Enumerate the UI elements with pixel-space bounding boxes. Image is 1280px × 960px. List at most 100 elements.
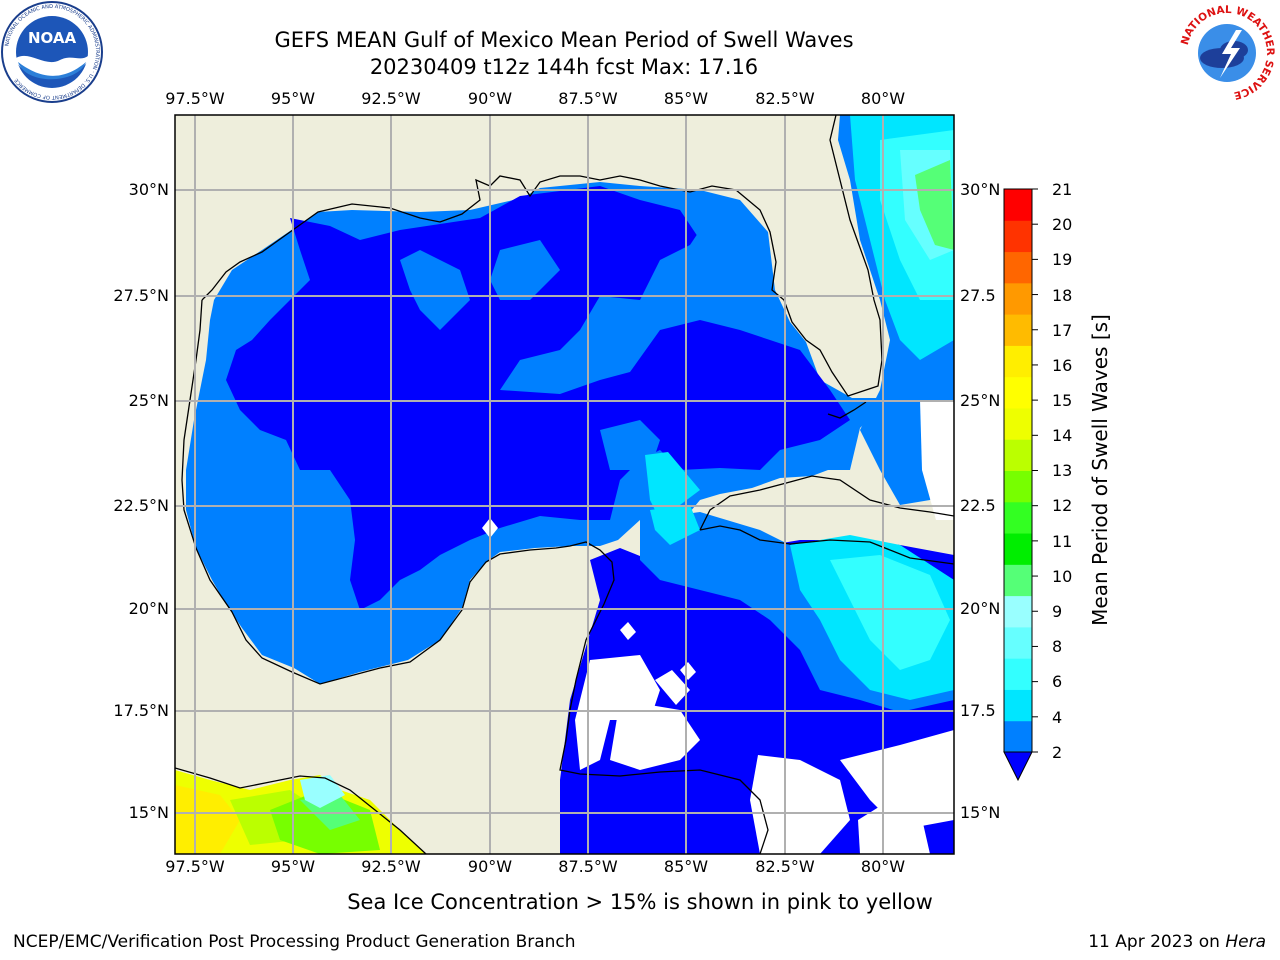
colorbar-segment	[1004, 251, 1032, 284]
nws-logo: NATIONAL WEATHER SERVICE	[1178, 4, 1276, 102]
colorbar-segment	[1004, 470, 1032, 503]
lon-label-top: 97.5°W	[165, 89, 225, 108]
caribbean-swell-field-8-9	[830, 555, 950, 670]
map-frame	[174, 114, 955, 855]
colorbar-segment	[1004, 376, 1032, 409]
gulf-swell-patch	[490, 240, 560, 300]
us-gulf-coast	[201, 115, 883, 397]
gulf-swell-patch	[600, 420, 660, 470]
colorbar-segment	[1004, 189, 1032, 221]
colorbar-tick-label: 6	[1052, 672, 1063, 691]
gulf-swell-field-2-4	[226, 186, 850, 610]
lat-label-right: 17.5	[960, 701, 996, 720]
colorbar-tick-label: 13	[1052, 461, 1073, 480]
gulf-swell-patch	[400, 250, 470, 330]
lat-label-right: 27.5	[960, 286, 996, 305]
colorbar-segment	[1004, 689, 1032, 722]
colorbar-tick-label: 21	[1052, 180, 1073, 199]
lon-label-top: 80°W	[860, 89, 906, 108]
colorbar-tick-label: 16	[1052, 356, 1073, 375]
colorbar-tick-label: 12	[1052, 496, 1073, 515]
lon-label-top: 95°W	[270, 89, 316, 108]
lat-label-left: 27.5°N	[113, 286, 169, 305]
lon-label-bottom: 92.5°W	[361, 857, 421, 876]
lat-label-left: 15°N	[128, 803, 169, 822]
lon-label-bottom: 97.5°W	[165, 857, 225, 876]
footer-credit: NCEP/EMC/Verification Post Processing Pr…	[13, 932, 576, 952]
colorbar-segment	[1004, 533, 1032, 565]
colorbar-segment	[1004, 595, 1032, 628]
mexico-gulf-coast	[181, 299, 769, 854]
chart-title: GEFS MEAN Gulf of Mexico Mean Period of …	[274, 28, 854, 52]
lat-label-left: 25°N	[128, 391, 169, 410]
map-plot-area	[175, 115, 954, 854]
colorbar-tick-label: 8	[1052, 637, 1063, 656]
pacific-swell-patch-yellow	[175, 785, 240, 854]
colorbar-tick-label: 18	[1052, 286, 1073, 305]
colorbar-tick-label: 10	[1052, 567, 1073, 586]
cuba-south-coast	[699, 525, 954, 565]
colorbar-segment	[1004, 282, 1032, 315]
colorbar-tick-label: 11	[1052, 532, 1073, 551]
footer-host: Hera	[1225, 932, 1266, 952]
colorbar-segment	[1004, 626, 1032, 659]
colorbar-frame	[1003, 188, 1033, 753]
lon-label-top: 85°W	[663, 89, 709, 108]
lon-label-bottom: 90°W	[467, 857, 513, 876]
lat-label-right: 30°N	[960, 180, 1001, 199]
graticule	[175, 115, 954, 854]
noaa-logo: NOAA NATIONAL OCEANIC AND ATMOSPHERIC AD…	[1, 1, 103, 103]
colorbar-tick-label: 2	[1052, 743, 1063, 762]
gulf-swell-patch	[680, 230, 750, 320]
colorbar-segment	[1004, 658, 1032, 690]
lon-label-bottom: 85°W	[663, 857, 709, 876]
cuba-south-patch	[650, 505, 700, 545]
atlantic-swell-field-10-11	[915, 160, 954, 250]
lat-label-right: 22.5	[960, 496, 996, 515]
colorbar-segment	[1004, 407, 1032, 440]
lon-label-bottom: 87.5°W	[558, 857, 618, 876]
chart-subtitle: 20230409 t12z 144h fcst Max: 17.16	[369, 55, 759, 79]
colorbar-segment	[1004, 345, 1032, 378]
colorbar-segment	[1004, 220, 1032, 253]
lat-label-right: 15°N	[960, 803, 1001, 822]
colorbar-tick-label: 17	[1052, 321, 1073, 340]
florida-keys	[827, 401, 867, 419]
pacific-swell-patch-cyan	[300, 775, 345, 808]
noaa-logo-text: NOAA	[28, 29, 77, 47]
lon-label-top: 82.5°W	[755, 89, 815, 108]
coastlines	[175, 115, 954, 854]
lon-label-bottom: 80°W	[860, 857, 906, 876]
lat-label-right: 25°N	[960, 391, 1001, 410]
lon-label-bottom: 95°W	[270, 857, 316, 876]
colorbar-tick-label: 9	[1052, 602, 1063, 621]
sea-ice-caption: Sea Ice Concentration > 15% is shown in …	[347, 890, 933, 914]
footer-date: 11 Apr 2023 on Hera	[1088, 932, 1266, 952]
lat-label-left: 30°N	[128, 180, 169, 199]
lat-label-left: 20°N	[128, 599, 169, 618]
colorbar-tick-label: 15	[1052, 391, 1073, 410]
colorbar-extend-arrow	[1003, 751, 1033, 782]
colorbar-segment	[1004, 314, 1032, 346]
colorbar-tick-label: 14	[1052, 426, 1073, 445]
colorbar-tick-label: 4	[1052, 708, 1063, 727]
lat-label-left: 17.5°N	[113, 701, 169, 720]
colorbar	[1003, 188, 1038, 782]
colorbar-segment	[1004, 439, 1032, 471]
footer-date-text: 11 Apr 2023 on	[1088, 932, 1226, 952]
cuba-coast	[699, 475, 954, 531]
colorbar-segment	[1004, 720, 1032, 753]
pacific-mexico-coast	[175, 767, 427, 854]
colorbar-segment	[1004, 564, 1032, 597]
lat-label-left: 22.5°N	[113, 496, 169, 515]
lon-label-top: 92.5°W	[361, 89, 421, 108]
colorbar-title: Mean Period of Swell Waves [s]	[1088, 314, 1112, 626]
yucatan-channel-patch	[645, 452, 700, 520]
colorbar-segment	[1004, 501, 1032, 534]
lon-label-bottom: 82.5°W	[755, 857, 815, 876]
no-data-areas	[482, 400, 954, 854]
lon-label-top: 90°W	[467, 89, 513, 108]
lat-label-right: 20°N	[960, 599, 1001, 618]
colorbar-tick-label: 20	[1052, 215, 1073, 234]
